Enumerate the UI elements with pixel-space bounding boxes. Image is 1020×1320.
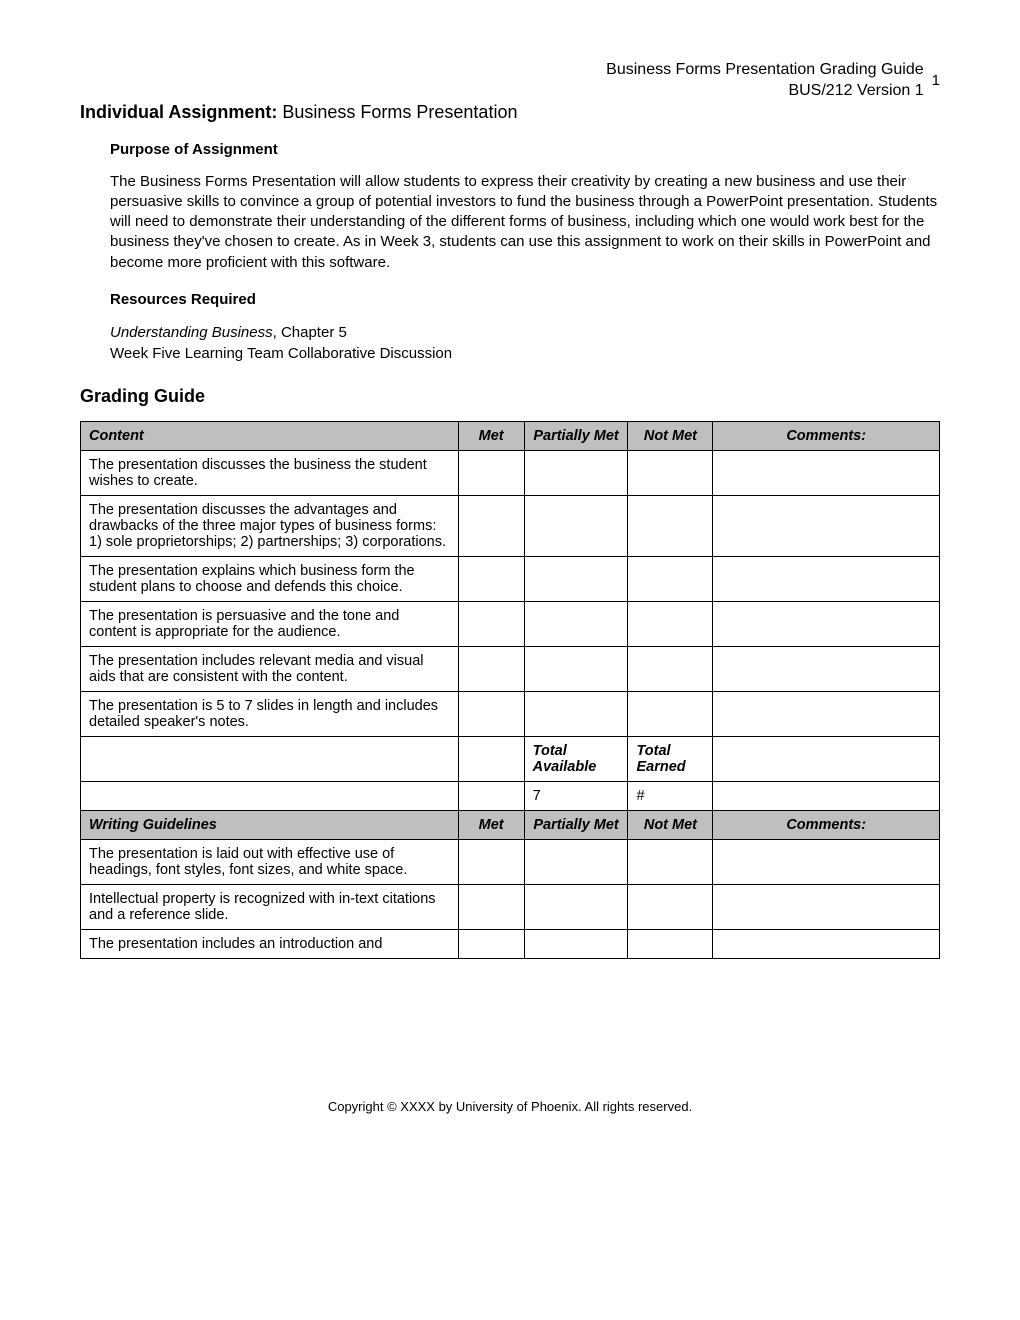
header-line2: BUS/212 Version 1 — [606, 81, 923, 102]
met-cell — [458, 450, 524, 495]
resources-rest: , Chapter 5 — [273, 324, 347, 341]
resources-italic: Understanding Business — [110, 324, 273, 341]
criterion-cell: The presentation includes an introductio… — [81, 929, 459, 958]
pmet-cell — [524, 556, 628, 601]
met-cell — [458, 839, 524, 884]
table-row: The presentation is persuasive and the t… — [81, 601, 940, 646]
table-row: The presentation includes relevant media… — [81, 646, 940, 691]
page-number: 1 — [924, 72, 940, 89]
nmet-cell — [628, 495, 713, 556]
nmet-cell — [628, 556, 713, 601]
title-normal: Business Forms Presentation — [277, 102, 517, 122]
nmet-cell — [628, 839, 713, 884]
criterion-cell: Intellectual property is recognized with… — [81, 884, 459, 929]
met-cell — [458, 646, 524, 691]
grading-heading: Grading Guide — [80, 386, 940, 407]
criterion-cell: The presentation is 5 to 7 slides in len… — [81, 691, 459, 736]
met-cell — [458, 601, 524, 646]
total-available-label: Total Available — [524, 736, 628, 781]
met-cell — [458, 556, 524, 601]
header-content: Content — [81, 421, 459, 450]
met-cell — [458, 495, 524, 556]
purpose-text: The Business Forms Presentation will all… — [110, 172, 940, 273]
page-title: Individual Assignment: Business Forms Pr… — [80, 102, 940, 123]
comments-cell — [713, 691, 940, 736]
header-text-block: Business Forms Presentation Grading Guid… — [606, 60, 923, 102]
comments-cell — [713, 839, 940, 884]
table-row: The presentation is laid out with effect… — [81, 839, 940, 884]
comments-cell — [713, 884, 940, 929]
nmet-cell — [628, 646, 713, 691]
empty-cell — [458, 736, 524, 781]
total-earned-value: # — [628, 781, 713, 810]
comments-cell — [713, 929, 940, 958]
table-header-row: Content Met Partially Met Not Met Commen… — [81, 421, 940, 450]
criterion-cell: The presentation is persuasive and the t… — [81, 601, 459, 646]
header-not-met: Not Met — [628, 421, 713, 450]
header-pmet2: Partially Met — [524, 810, 628, 839]
resources-line1: Understanding Business, Chapter 5 — [110, 322, 940, 343]
header-met: Met — [458, 421, 524, 450]
met-cell — [458, 929, 524, 958]
header-comments2: Comments: — [713, 810, 940, 839]
pmet-cell — [524, 691, 628, 736]
table-row: The presentation is 5 to 7 slides in len… — [81, 691, 940, 736]
total-earned-label: Total Earned — [628, 736, 713, 781]
copyright-footer: Copyright © XXXX by University of Phoeni… — [80, 1099, 940, 1114]
pmet-cell — [524, 929, 628, 958]
title-bold: Individual Assignment: — [80, 102, 277, 122]
criterion-cell: The presentation explains which business… — [81, 556, 459, 601]
pmet-cell — [524, 839, 628, 884]
nmet-cell — [628, 601, 713, 646]
criterion-cell: The presentation discusses the advantage… — [81, 495, 459, 556]
nmet-cell — [628, 691, 713, 736]
comments-cell — [713, 556, 940, 601]
empty-cell — [81, 781, 459, 810]
pmet-cell — [524, 450, 628, 495]
table-row: The presentation discusses the business … — [81, 450, 940, 495]
pmet-cell — [524, 495, 628, 556]
header-comments: Comments: — [713, 421, 940, 450]
pmet-cell — [524, 601, 628, 646]
header-line1: Business Forms Presentation Grading Guid… — [606, 60, 923, 81]
criterion-cell: The presentation discusses the business … — [81, 450, 459, 495]
empty-cell — [458, 781, 524, 810]
met-cell — [458, 691, 524, 736]
resources-heading: Resources Required — [110, 291, 940, 308]
header-nmet2: Not Met — [628, 810, 713, 839]
criterion-cell: The presentation includes relevant media… — [81, 646, 459, 691]
pmet-cell — [524, 884, 628, 929]
empty-cell — [713, 781, 940, 810]
purpose-section: Purpose of Assignment The Business Forms… — [110, 141, 940, 364]
comments-cell — [713, 450, 940, 495]
table-row: The presentation explains which business… — [81, 556, 940, 601]
comments-cell — [713, 646, 940, 691]
nmet-cell — [628, 929, 713, 958]
purpose-heading: Purpose of Assignment — [110, 141, 940, 158]
page-container: Business Forms Presentation Grading Guid… — [0, 0, 1020, 1154]
nmet-cell — [628, 884, 713, 929]
pmet-cell — [524, 646, 628, 691]
table-row: The presentation includes an introductio… — [81, 929, 940, 958]
empty-cell — [81, 736, 459, 781]
resources-line2: Week Five Learning Team Collaborative Di… — [110, 343, 940, 364]
header-writing: Writing Guidelines — [81, 810, 459, 839]
table-row: The presentation discusses the advantage… — [81, 495, 940, 556]
criterion-cell: The presentation is laid out with effect… — [81, 839, 459, 884]
met-cell — [458, 884, 524, 929]
comments-cell — [713, 601, 940, 646]
table-row: Intellectual property is recognized with… — [81, 884, 940, 929]
comments-cell — [713, 495, 940, 556]
header-met2: Met — [458, 810, 524, 839]
total-available-value: 7 — [524, 781, 628, 810]
totals-value-row: 7 # — [81, 781, 940, 810]
empty-cell — [713, 736, 940, 781]
totals-label-row: Total Available Total Earned — [81, 736, 940, 781]
page-header: Business Forms Presentation Grading Guid… — [80, 60, 940, 102]
nmet-cell — [628, 450, 713, 495]
table2-header-row: Writing Guidelines Met Partially Met Not… — [81, 810, 940, 839]
header-partially-met: Partially Met — [524, 421, 628, 450]
content-rubric-table: Content Met Partially Met Not Met Commen… — [80, 421, 940, 959]
